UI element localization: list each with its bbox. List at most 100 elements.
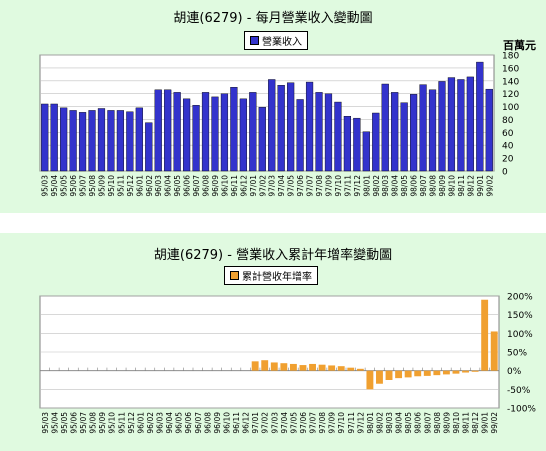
growth-bar <box>318 364 326 371</box>
growth-bar <box>385 370 393 380</box>
revenue-x-tick-label: 98/10 <box>447 175 456 197</box>
revenue-bar <box>381 83 389 172</box>
revenue-x-tick-label: 95/08 <box>88 175 97 197</box>
growth-x-tick-label: 97/12 <box>356 412 365 434</box>
growth-chart-title: 胡連(6279) - 營業收入累計年增率變動圖 <box>153 248 393 263</box>
growth-x-tick-label: 97/11 <box>347 412 356 434</box>
revenue-bar <box>116 110 125 172</box>
growth-bar <box>347 367 355 371</box>
revenue-x-tick-label: 95/06 <box>69 175 78 197</box>
revenue-bar <box>362 131 370 172</box>
growth-x-tick-label: 98/05 <box>404 412 413 434</box>
growth-x-tick-label: 98/12 <box>471 412 480 434</box>
revenue-bar <box>239 98 247 172</box>
revenue-legend-label: 營業收入 <box>262 37 302 48</box>
growth-x-tick-label: 96/04 <box>165 412 174 434</box>
revenue-x-tick-label: 96/01 <box>135 175 144 197</box>
growth-x-tick-label: 95/10 <box>108 412 117 434</box>
revenue-x-tick-label: 95/04 <box>50 175 59 197</box>
revenue-bar <box>353 117 361 172</box>
growth-bar <box>414 370 422 377</box>
revenue-x-tick-label: 98/12 <box>466 175 475 197</box>
revenue-x-tick-label: 97/04 <box>277 175 286 197</box>
revenue-y-tick-label: 140 <box>502 77 519 87</box>
revenue-x-tick-label: 96/10 <box>220 175 229 197</box>
growth-legend: 累計營收年增率 <box>224 266 318 285</box>
growth-x-tick-label: 98/08 <box>433 412 442 434</box>
growth-x-tick-label: 99/02 <box>490 412 499 434</box>
growth-bar <box>366 370 374 390</box>
revenue-x-tick-label: 97/03 <box>268 175 277 197</box>
growth-x-tick-label: 98/10 <box>452 412 461 434</box>
growth-chart: 200%150%100%50%0%-50%-100%95/03 95/04 95/0… <box>39 293 536 434</box>
growth-x-tick-label: 96/01 <box>136 412 145 434</box>
growth-x-tick-label: 96/02 <box>146 412 155 434</box>
revenue-bar <box>135 107 143 172</box>
growth-x-tick-label: 95/03 <box>41 412 50 434</box>
revenue-y-tick-label: 180 <box>502 52 519 62</box>
revenue-y-tick-label: 100 <box>502 103 519 113</box>
revenue-bar <box>419 84 427 172</box>
growth-x-tick-label: 97/10 <box>337 412 346 434</box>
growth-x-tick-label: 95/09 <box>98 412 107 434</box>
revenue-x-tick-label: 95/03 <box>41 175 50 197</box>
growth-x-tick-label: 98/06 <box>414 412 423 434</box>
growth-bar <box>280 363 288 371</box>
revenue-bar <box>164 89 172 172</box>
growth-y-tick-label: 200% <box>507 293 533 303</box>
revenue-bar <box>258 106 266 172</box>
growth-y-tick-label: 0% <box>507 367 522 377</box>
revenue-bar <box>315 92 323 172</box>
revenue-bar <box>97 108 106 172</box>
growth-bar <box>404 370 412 378</box>
revenue-bar <box>88 110 96 172</box>
revenue-bar <box>230 87 238 172</box>
growth-bar <box>261 360 269 371</box>
revenue-bar <box>485 88 493 172</box>
revenue-x-tick-label: 97/08 <box>315 175 324 197</box>
revenue-x-tick-label: 97/09 <box>324 175 333 197</box>
revenue-bar <box>154 89 162 172</box>
revenue-bar <box>476 61 484 172</box>
revenue-bar <box>249 92 257 172</box>
revenue-x-tick-label: 96/07 <box>192 175 201 197</box>
growth-x-tick-label: 95/12 <box>127 412 136 434</box>
growth-x-tick-label: 98/02 <box>375 412 384 434</box>
growth-x-tick-label: 98/09 <box>442 412 451 434</box>
growth-bar <box>289 363 297 371</box>
revenue-x-tick-label: 96/08 <box>202 175 211 197</box>
growth-bar <box>309 363 316 371</box>
revenue-x-tick-label: 97/10 <box>334 175 343 197</box>
revenue-x-tick-label: 98/08 <box>429 175 438 197</box>
growth-bar <box>328 365 336 371</box>
growth-x-tick-label: 95/11 <box>117 412 126 434</box>
growth-x-tick-label: 97/01 <box>251 412 260 434</box>
revenue-x-tick-label: 98/09 <box>438 175 447 197</box>
growth-x-tick-label: 96/06 <box>184 412 193 434</box>
chart-divider <box>0 213 546 233</box>
revenue-y-tick-label: 80 <box>502 116 514 126</box>
growth-bar <box>423 370 431 376</box>
revenue-y-tick-label: 120 <box>502 90 519 100</box>
revenue-bar <box>296 99 304 172</box>
growth-bar <box>481 299 489 371</box>
revenue-x-tick-label: 96/06 <box>183 175 192 197</box>
revenue-x-tick-label: 98/02 <box>372 175 381 197</box>
growth-x-tick-label: 96/12 <box>242 412 251 434</box>
growth-x-tick-label: 97/07 <box>309 412 318 434</box>
growth-x-tick-label: 95/07 <box>79 412 88 434</box>
revenue-bar <box>41 103 49 172</box>
growth-legend-swatch <box>230 271 239 280</box>
revenue-y-tick-label: 60 <box>502 129 514 139</box>
revenue-unit-label: 百萬元 <box>503 39 536 52</box>
growth-x-tick-label: 96/11 <box>232 412 241 434</box>
growth-x-tick-label: 96/09 <box>213 412 222 434</box>
revenue-bar <box>211 96 219 172</box>
revenue-y-tick-label: 0 <box>502 168 508 178</box>
revenue-bar <box>145 122 153 172</box>
revenue-bar <box>173 92 181 172</box>
revenue-x-tick-label: 95/09 <box>97 175 106 197</box>
revenue-bar <box>268 79 276 172</box>
revenue-x-tick-label: 98/07 <box>419 175 428 197</box>
